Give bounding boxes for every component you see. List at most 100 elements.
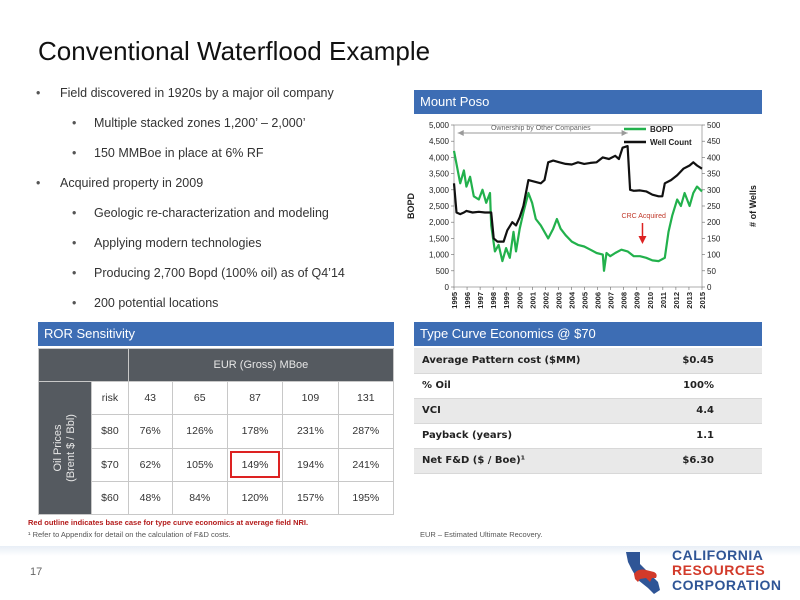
right-tick-label: 250: [707, 202, 721, 211]
economics-value: $0.45: [614, 348, 762, 374]
price-cell: $60: [91, 480, 129, 516]
x-tick-label: 2000: [515, 292, 524, 309]
x-tick-label: 2013: [685, 292, 694, 309]
ror-cell-base-case: 149%: [226, 447, 284, 482]
ror-corner-cell: [38, 348, 129, 382]
ownership-arrow-left-head: [457, 130, 464, 136]
eur-column-header: 43: [127, 380, 173, 416]
series-line-bopd: [452, 150, 703, 272]
ror-cell: 157%: [282, 480, 339, 516]
left-tick-label: 500: [436, 267, 450, 276]
x-tick-label: 1996: [463, 292, 472, 309]
economics-value: $6.30: [614, 448, 762, 474]
price-axis-label: Oil Prices (Brent $ / Bbl): [52, 414, 78, 482]
production-chart-svg: 05001,0001,5002,0002,5003,0003,5004,0004…: [406, 121, 758, 309]
x-tick-label: 2006: [594, 292, 603, 309]
table-row: Average Pattern cost ($MM) $0.45: [414, 348, 762, 374]
ror-cell: 126%: [171, 414, 228, 449]
page-title: Conventional Waterflood Example: [38, 36, 431, 66]
series-line-well-count: [452, 145, 703, 243]
economics-label: VCI: [414, 398, 614, 424]
x-tick-label: 2001: [528, 292, 537, 309]
ror-cell: 62%: [127, 447, 173, 482]
left-tick-label: 2,000: [429, 218, 450, 227]
right-tick-label: 0: [707, 283, 712, 292]
page-number: 17: [30, 566, 43, 578]
eur-column-header: 65: [171, 380, 228, 416]
price-axis-cell: Oil Prices (Brent $ / Bbl): [38, 381, 92, 515]
x-tick-label: 2011: [659, 292, 668, 308]
x-tick-label: 2005: [581, 292, 590, 309]
bullet-item: Multiple stacked zones 1,200’ – 2,000’: [22, 116, 402, 131]
company-logo: CALIFORNIA RESOURCES CORPORATION: [620, 548, 790, 598]
bullet-list: Field discovered in 1920s by a major oil…: [22, 86, 402, 326]
ror-cell: 231%: [282, 414, 339, 449]
bullet-item: Applying modern technologies: [22, 236, 402, 251]
bullet-item: Acquired property in 2009: [22, 176, 402, 191]
left-tick-label: 3,000: [429, 186, 450, 195]
table-row: $70 62% 105% 149% 194% 241%: [39, 447, 395, 482]
left-tick-label: 4,500: [429, 137, 450, 146]
x-tick-label: 1997: [476, 292, 485, 309]
x-tick-label: 1995: [450, 292, 459, 309]
table-row: Payback (years) 1.1: [414, 423, 762, 449]
eur-column-header: 109: [282, 380, 339, 416]
left-axis-label: BOPD: [406, 193, 416, 220]
bullet-item: Field discovered in 1920s by a major oil…: [22, 86, 402, 101]
ror-cell: 120%: [226, 480, 284, 516]
ror-panel-header: ROR Sensitivity: [38, 322, 394, 346]
right-tick-label: 300: [707, 186, 721, 195]
right-tick-label: 450: [707, 137, 721, 146]
ror-table: EUR (Gross) MBoe Oil Prices (Brent $ / B…: [38, 348, 395, 516]
bullet-item: Geologic re-characterization and modelin…: [22, 206, 402, 221]
right-tick-label: 50: [707, 267, 716, 276]
x-tick-label: 1998: [489, 292, 498, 309]
ror-cell: 178%: [226, 414, 284, 449]
eur-header: EUR (Gross) MBoe: [127, 348, 395, 382]
left-tick-label: 0: [445, 283, 450, 292]
acquired-annotation: CRC Acquired: [622, 213, 666, 220]
right-tick-label: 100: [707, 251, 721, 260]
x-tick-label: 2008: [620, 292, 629, 309]
x-tick-label: 2002: [541, 292, 550, 309]
right-tick-label: 400: [707, 153, 721, 162]
economics-label: Average Pattern cost ($MM): [414, 348, 614, 374]
chart-panel-header: Mount Poso: [414, 90, 762, 114]
price-axis-label-line2: (Brent $ / Bbl): [65, 414, 77, 482]
x-tick-label: 1999: [502, 292, 511, 309]
table-row: $80 76% 126% 178% 231% 287%: [39, 414, 395, 449]
logo-line: CORPORATION: [672, 577, 782, 593]
ror-cell: 241%: [337, 447, 395, 482]
ror-cell: 105%: [171, 447, 228, 482]
eur-note: EUR – Estimated Ultimate Recovery.: [420, 530, 543, 539]
x-tick-label: 2009: [633, 292, 642, 309]
production-chart: 0 500 1,000 1,500 2,000 2,500 3,000 3,500 4,000 4…: [406, 114, 762, 320]
economics-value: 4.4: [614, 398, 762, 424]
table-row: $60 48% 84% 120% 157% 195%: [39, 480, 395, 516]
legend-label: BOPD: [650, 125, 673, 134]
economics-value: 1.1: [614, 423, 762, 449]
x-tick-label: 2007: [607, 292, 616, 309]
x-tick-label: 2012: [672, 292, 681, 309]
left-tick-label: 2,500: [429, 202, 450, 211]
logo-line: RESOURCES: [672, 562, 766, 578]
ownership-arrow-right-head: [621, 130, 628, 136]
fd-footnote: ¹ Refer to Appendix for detail on the ca…: [28, 530, 231, 539]
table-row: % Oil 100%: [414, 373, 762, 399]
ror-cell: 84%: [171, 480, 228, 516]
left-tick-label: 3,500: [429, 170, 450, 179]
ror-cell: 48%: [127, 480, 173, 516]
acquired-arrow-head: [638, 236, 647, 244]
ror-cell: 194%: [282, 447, 339, 482]
price-cell: $70: [91, 447, 129, 482]
right-tick-label: 150: [707, 234, 721, 243]
bullet-item: Producing 2,700 Bopd (100% oil) as of Q4…: [22, 266, 402, 281]
price-axis-label-line1: Oil Prices: [52, 424, 64, 472]
right-tick-label: 500: [707, 121, 721, 130]
x-tick-label: 2004: [567, 291, 576, 309]
x-tick-label: 2015: [698, 292, 707, 309]
eur-column-header: 87: [226, 380, 284, 416]
risk-label: risk: [91, 380, 129, 416]
logo-line: CALIFORNIA: [672, 547, 764, 563]
left-tick-label: 5,000: [429, 121, 450, 130]
